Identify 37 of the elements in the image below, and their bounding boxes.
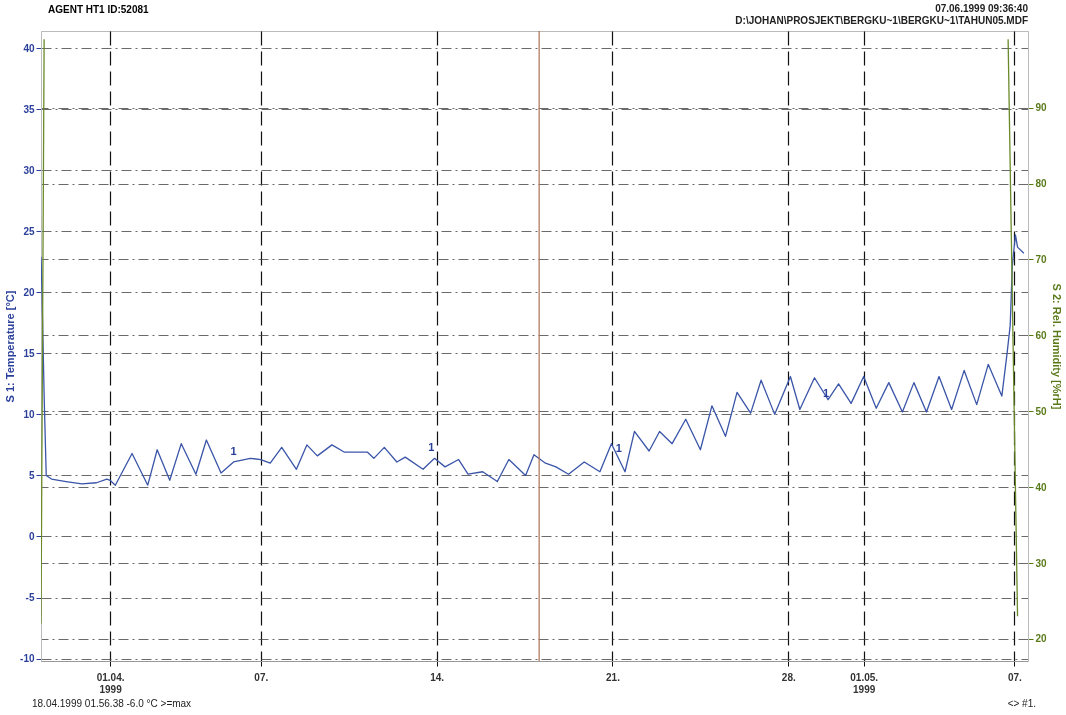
y2-tick-label: 80 xyxy=(1035,178,1048,190)
y-tick-label: 5 xyxy=(28,469,35,481)
text: 07.06.1999 09:36:40 xyxy=(935,3,1028,14)
y2-tick-label: 20 xyxy=(1035,633,1048,645)
y-tick-label: 20 xyxy=(23,286,35,298)
y2-tick-label: 50 xyxy=(1035,405,1048,417)
y-tick-label: 40 xyxy=(23,42,35,54)
x-tick-label: 07. xyxy=(1007,671,1023,683)
y2-tick-label: 70 xyxy=(1035,253,1048,265)
x-tick-label: 01.04. 1999 xyxy=(96,671,125,695)
y-tick-label: 35 xyxy=(23,103,35,115)
y2-axis-title: S 2: Rel. Humidity [%rH] xyxy=(1050,283,1063,410)
annotation: 1 xyxy=(230,444,237,457)
text: <> #1. xyxy=(1007,698,1036,709)
y-tick-label: -5 xyxy=(25,592,35,604)
y-tick-label: 10 xyxy=(23,408,35,420)
x-tick-label: 14. xyxy=(430,671,445,683)
annotation: 1 xyxy=(615,442,622,455)
y2-tick-label: 40 xyxy=(1035,481,1048,493)
x-tick-label: 01.05. 1999 xyxy=(850,671,879,695)
y-tick-label: -10 xyxy=(20,653,35,665)
text: D:\JOHAN\PROSJEKT\BERGKU~1\BERGKU~1\TAHUN05.MDF xyxy=(735,15,1028,26)
x-tick-label: 07. xyxy=(254,671,269,683)
y-tick-label: 30 xyxy=(23,164,35,176)
text: 18.04.1999 01.56.38 -6.0 °C >=max xyxy=(32,698,192,709)
y-tick-label: 25 xyxy=(23,225,35,237)
x-tick-label: 21. xyxy=(606,671,621,683)
x-tick-label: 28. xyxy=(781,671,796,683)
y2-tick-label: 90 xyxy=(1035,102,1048,114)
y-tick-label: 15 xyxy=(23,347,35,359)
line-series xyxy=(41,234,1025,486)
annotation: 1 xyxy=(428,441,435,454)
chart-title: AGENT HT1 ID:52081 xyxy=(48,4,149,15)
y2-tick-label: 60 xyxy=(1035,329,1048,341)
y-axis-title: S 1: Temperature [°C] xyxy=(4,290,17,403)
y2-tick-label: 30 xyxy=(1035,557,1048,569)
y-tick-label: 0 xyxy=(28,530,35,542)
